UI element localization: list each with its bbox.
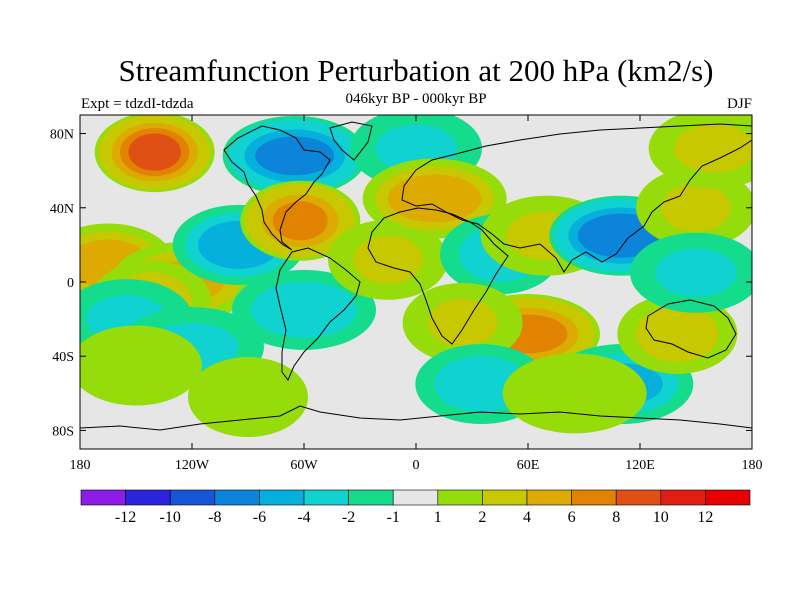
field-blob-24-band-1 [645, 311, 709, 356]
field-blob-10-band-1 [89, 337, 183, 394]
y-tick-label: 80N [50, 128, 74, 143]
subtitle-center: 046kyr BP - 000kyr BP [345, 91, 486, 107]
colorbar-label: -6 [253, 509, 266, 526]
colorbar-swatch [259, 489, 305, 506]
colorbar-label: -8 [208, 509, 221, 526]
colorbar-swatch [437, 489, 483, 506]
x-axis: 180 120W 60W 0 60E 120E 180 [70, 115, 763, 473]
colorbar-swatch [348, 489, 394, 506]
x-tick-label: 60W [290, 458, 318, 473]
colorbar-label: 2 [478, 509, 486, 526]
colorbar: -12 -10 -8 -6 -4 -2 -1 1 2 4 6 8 10 12 [80, 489, 751, 526]
colorbar-label: -4 [297, 509, 310, 526]
colorbar-swatch [571, 489, 617, 506]
colorbar-swatch [392, 489, 439, 506]
colorbar-swatch [80, 489, 126, 506]
x-tick-label: 180 [742, 458, 763, 473]
colorbar-swatch [214, 489, 260, 506]
field-blob-11-band-1 [260, 287, 348, 332]
y-tick-label: 0 [67, 276, 74, 291]
contour-field [80, 115, 752, 449]
field-blob-14-band-1 [394, 178, 475, 219]
x-tick-label: 120W [175, 458, 210, 473]
field-blob-12-band-1 [353, 235, 423, 284]
colorbar-label: 1 [434, 509, 442, 526]
colorbar-label: 8 [612, 509, 620, 526]
chart-title: Streamfunction Perturbation at 200 hPa (… [119, 53, 714, 88]
y-tick-label: 40N [50, 202, 74, 217]
field-blob-26-band-1 [521, 365, 628, 422]
colorbar-swatch [660, 489, 706, 506]
field-blob-17-band-1 [582, 216, 661, 255]
subtitle-left: Expt = tdzdI-tdzda [81, 96, 194, 112]
field-blob-9-band-1 [207, 369, 289, 426]
colorbar-swatch [526, 489, 572, 506]
x-tick-label: 0 [413, 458, 420, 473]
coastline-north-america [223, 125, 331, 251]
colorbar-swatch [303, 489, 349, 506]
colorbar-label: -12 [115, 509, 136, 526]
coastline-africa [367, 207, 509, 345]
x-tick-label: 180 [70, 458, 91, 473]
x-tick-label: 60E [517, 458, 540, 473]
colorbar-swatch [705, 489, 751, 506]
y-axis: 80N 40N 0 40S 80S [50, 128, 752, 439]
y-tick-label: 80S [52, 424, 74, 439]
colorbar-swatch [125, 489, 171, 506]
colorbar-label: 12 [697, 509, 713, 526]
coastline-antarctica [80, 405, 752, 431]
x-tick-label: 120E [625, 458, 655, 473]
field-blob-0-band-1 [128, 133, 181, 171]
colorbar-label: -10 [160, 509, 181, 526]
colorbar-label: 10 [653, 509, 669, 526]
coastlines [80, 121, 752, 431]
colorbar-swatch [169, 489, 216, 506]
colorbar-label: -2 [342, 509, 355, 526]
field-blob-5-band-1 [255, 136, 335, 176]
field-blob-19-band-1 [674, 124, 752, 173]
coastline-australia [645, 299, 737, 359]
colorbar-swatch [615, 489, 662, 506]
colorbar-swatch [482, 489, 528, 506]
y-tick-label: 40S [52, 350, 74, 365]
coastline-greenland [329, 121, 373, 161]
colorbar-label: 6 [568, 509, 576, 526]
colorbar-label: -1 [387, 509, 400, 526]
subtitle-right: DJF [727, 96, 752, 112]
field-blob-25-band-1 [655, 248, 737, 297]
field-blob-22-band-1 [443, 362, 519, 407]
coastline-south-america [275, 247, 361, 381]
field-blob-21-band-1 [428, 298, 498, 347]
field-blob-18-band-1 [661, 183, 731, 232]
colorbar-label: 4 [523, 509, 531, 526]
